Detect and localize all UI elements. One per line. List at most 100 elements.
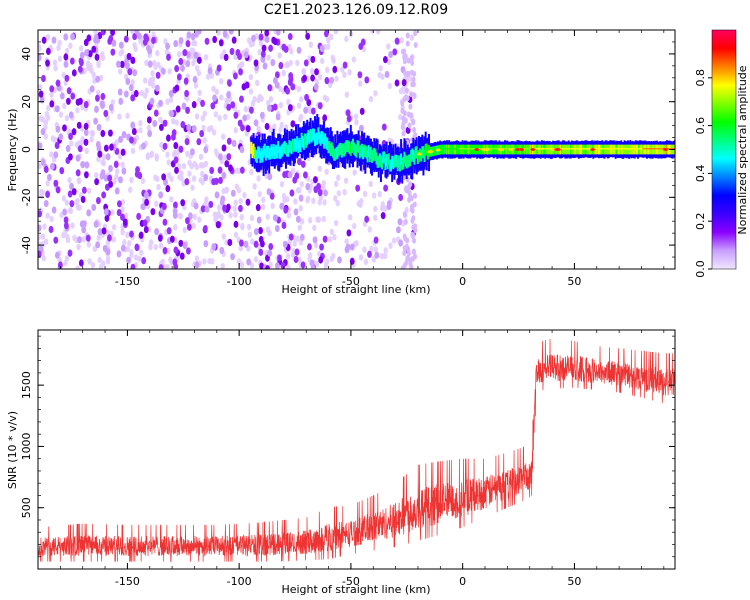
heatmap-noise-cell (329, 228, 335, 236)
heatmap-noise-cell (132, 32, 138, 41)
heatmap-noise-cell (312, 236, 318, 244)
heatmap-noise-cell (317, 165, 323, 172)
signal-band-core (468, 144, 471, 155)
heatmap-noise-cell (162, 202, 167, 211)
signal-band-core (359, 145, 362, 158)
heatmap-noise-cell (317, 102, 323, 110)
heatmap-noise-cell (108, 103, 114, 111)
heatmap-noise-cell (410, 232, 415, 239)
heatmap-noise-cell (166, 53, 171, 61)
heatmap-noise-cell (322, 114, 328, 122)
signal-band-core (322, 136, 325, 149)
heatmap-noise-cell (190, 33, 196, 41)
heatmap-y-axis-label: Frequency (Hz) (6, 109, 19, 192)
heatmap-noise-cell (339, 66, 345, 73)
signal-band-core (258, 146, 261, 159)
signal-band-core (283, 141, 286, 154)
heatmap-noise-cell (287, 171, 293, 179)
signal-band-core (585, 144, 588, 155)
heatmap-noise-cell (138, 231, 144, 239)
heatmap-noise-cell (409, 69, 414, 76)
heatmap-noise-cell (275, 113, 281, 121)
y-tick-label: -40 (20, 236, 33, 254)
heatmap-noise-cell (83, 100, 89, 109)
heatmap-noise-cell (405, 237, 410, 244)
signal-band-core (379, 155, 382, 168)
heatmap-noise-cell (219, 78, 224, 85)
heatmap-noise-cell (173, 141, 179, 150)
heatmap-noise-cell (210, 102, 216, 110)
heatmap-noise-cell (114, 139, 120, 146)
heatmap-noise-cell (343, 177, 349, 184)
heatmap-noise-cell (272, 37, 278, 46)
heatmap-noise-cell (268, 261, 273, 269)
signal-band-center (574, 148, 577, 150)
heatmap-noise-cell (355, 184, 361, 192)
heatmap-noise-cell (337, 256, 342, 264)
heatmap-noise-cell (57, 55, 63, 63)
heatmap-noise-cell (408, 75, 413, 82)
snr-series-line (38, 339, 675, 562)
signal-band-core (382, 151, 385, 164)
heatmap-noise-cell (201, 124, 206, 132)
heatmap-noise-cell (45, 34, 51, 41)
heatmap-noise-cell (223, 113, 228, 121)
heatmap-noise-cell (71, 128, 77, 136)
heatmap-noise-cell (148, 77, 153, 84)
signal-band-center (462, 148, 465, 150)
heatmap-noise-cell (114, 173, 119, 181)
signal-band-core (252, 143, 255, 156)
heatmap-noise-cell (223, 53, 229, 62)
heatmap-noise-cell (296, 46, 302, 54)
heatmap-noise-cell (67, 249, 73, 257)
signal-band-core (296, 136, 299, 149)
heatmap-noise-cell (238, 61, 244, 69)
heatmap-noise-cell (242, 114, 248, 122)
signal-band-center (549, 148, 552, 150)
signal-band-core (452, 144, 455, 155)
heatmap-noise-cell (93, 220, 99, 228)
heatmap-noise-cell (192, 213, 198, 221)
heatmap-noise-cell (186, 124, 192, 132)
chart-title: C2E1.2023.126.09.12.R09 (263, 2, 449, 18)
heatmap-noise-cell (368, 95, 374, 103)
signal-band-core (563, 144, 566, 155)
heatmap-noise-cell (114, 187, 120, 195)
signal-band-core (460, 144, 463, 155)
signal-band-core (356, 140, 359, 153)
signal-band-center (546, 148, 549, 150)
heatmap-noise-cell (409, 34, 415, 41)
signal-band-core (491, 144, 494, 155)
heatmap-noise-cell (49, 162, 55, 171)
heatmap-noise-cell (354, 240, 359, 247)
signal-band-core (344, 142, 347, 155)
signal-band-core (316, 132, 319, 145)
signal-band-center (512, 148, 515, 150)
colorbar-label: Normalized spectral amplitude (736, 65, 749, 234)
heatmap-noise-cell (272, 123, 277, 130)
signal-band-core (404, 154, 407, 167)
heatmap-noise-cell (396, 226, 401, 234)
heatmap-noise-cell (405, 40, 410, 47)
heatmap-noise-cell (293, 198, 298, 205)
heatmap-noise-cell (103, 109, 109, 118)
heatmap-noise-cell (278, 85, 283, 93)
heatmap-noise-cell (166, 227, 172, 235)
heatmap-noise-cell (174, 84, 180, 92)
heatmap-noise-cell (78, 45, 84, 52)
heatmap-noise-cell (169, 196, 174, 203)
heatmap-noise-cell (185, 106, 190, 114)
y-tick-label: 40 (20, 47, 33, 61)
heatmap-noise-cell (38, 224, 42, 232)
heatmap-noise-cell (307, 107, 313, 115)
heatmap-noise-cell (222, 204, 227, 212)
heatmap-noise-cell (220, 133, 226, 140)
signal-hotspot (515, 148, 521, 151)
signal-band-center (635, 148, 638, 150)
heatmap-noise-cell (129, 136, 134, 144)
signal-band-core (647, 144, 650, 155)
heatmap-noise-cell (257, 191, 262, 198)
signal-band-core (347, 140, 350, 153)
heatmap-noise-cell (147, 130, 153, 138)
